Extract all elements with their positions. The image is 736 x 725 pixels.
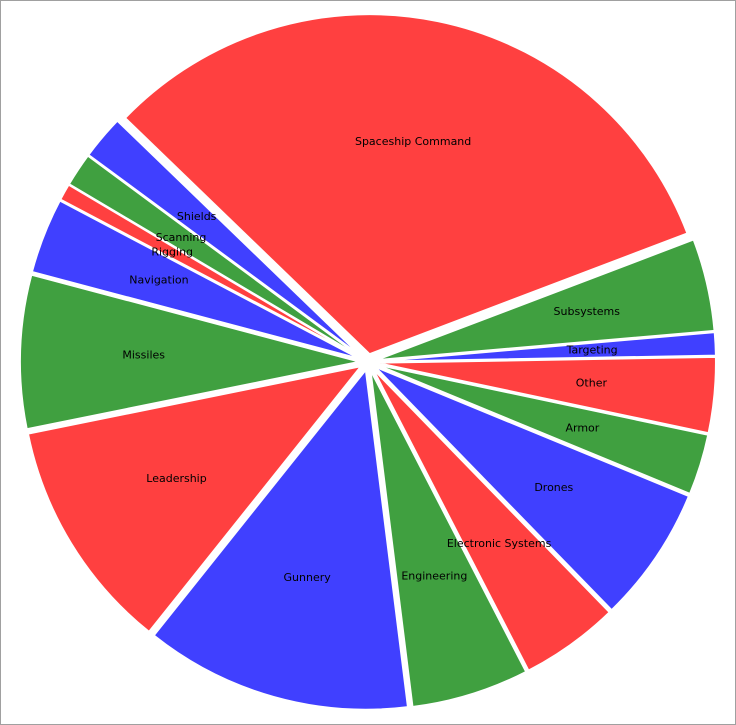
pie-slice <box>375 355 717 435</box>
slice-label: Subsystems <box>554 305 621 318</box>
pie-slice <box>123 13 689 356</box>
pie-slice <box>152 367 410 711</box>
pie-slice <box>369 369 528 709</box>
slice-label: Spaceship Command <box>355 135 471 148</box>
pie-slice <box>375 238 716 362</box>
slice-label: Leadership <box>146 472 206 485</box>
slice-label: Missiles <box>122 348 165 361</box>
pie-slice <box>375 331 717 363</box>
slice-label: Other <box>576 376 608 389</box>
pie-slice <box>30 199 362 361</box>
slice-label: Gunnery <box>284 571 332 584</box>
slice-label: Rigging <box>151 245 193 258</box>
pie-slice <box>86 119 363 358</box>
pie-slice <box>19 273 361 431</box>
slice-label: Scanning <box>156 231 207 244</box>
pie-slice <box>373 365 691 612</box>
pie-slice <box>375 363 710 496</box>
slice-label: Engineering <box>401 569 467 582</box>
pie-slice <box>26 364 364 634</box>
slice-label: Shields <box>177 210 217 223</box>
slice-label: Armor <box>565 421 599 434</box>
pie-slice <box>371 367 612 673</box>
slice-label: Targeting <box>566 343 618 356</box>
slice-label: Drones <box>534 481 573 494</box>
slice-label: Navigation <box>129 273 188 286</box>
slice-label: Electronic Systems <box>447 537 552 550</box>
